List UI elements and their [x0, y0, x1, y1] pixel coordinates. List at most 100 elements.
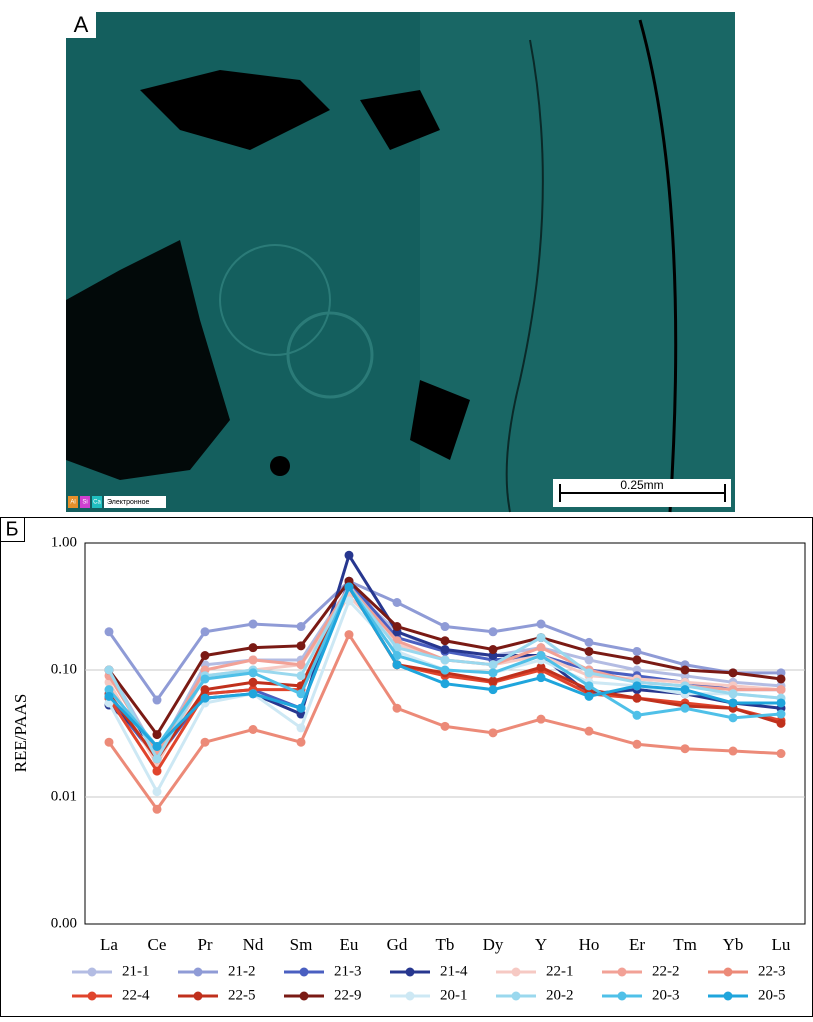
data-point — [489, 685, 498, 694]
element-legend: Ca — [93, 500, 101, 506]
data-point — [153, 730, 162, 739]
data-point — [153, 696, 162, 705]
data-point — [537, 715, 546, 724]
legend-label: 22-9 — [334, 987, 362, 1003]
legend-label: 22-5 — [228, 987, 256, 1003]
data-point — [537, 673, 546, 682]
data-point — [393, 622, 402, 631]
legend-label: 20-1 — [440, 987, 468, 1003]
data-point — [633, 655, 642, 664]
data-point — [585, 692, 594, 701]
data-point — [393, 598, 402, 607]
data-point — [153, 742, 162, 751]
legend-marker — [406, 992, 415, 1001]
data-point — [153, 805, 162, 814]
element-legend: Электронное — [107, 499, 150, 506]
legend-label: 21-4 — [440, 963, 468, 979]
legend-marker — [618, 968, 627, 977]
data-point — [441, 679, 450, 688]
legend-marker — [300, 968, 309, 977]
data-point — [633, 694, 642, 703]
data-point — [729, 713, 738, 722]
data-point — [537, 620, 546, 629]
data-point — [441, 655, 450, 664]
data-point — [585, 655, 594, 664]
data-point — [297, 738, 306, 747]
y-axis-label: REE/PAAS — [11, 694, 30, 773]
data-point — [633, 711, 642, 720]
data-point — [729, 668, 738, 677]
x-tick-label: Sm — [290, 935, 313, 954]
data-point — [777, 710, 786, 719]
legend-marker — [194, 968, 203, 977]
y-tick-label: 1.00 — [51, 534, 77, 550]
data-point — [729, 698, 738, 707]
data-point — [249, 620, 258, 629]
data-point — [489, 645, 498, 654]
data-point — [201, 674, 210, 683]
panel-label: Б — [5, 518, 18, 540]
data-point — [681, 704, 690, 713]
data-point — [201, 738, 210, 747]
x-tick-label: Er — [629, 935, 645, 954]
data-point — [633, 740, 642, 749]
legend-label: 22-4 — [122, 987, 150, 1003]
data-point — [777, 674, 786, 683]
legend-marker — [194, 992, 203, 1001]
legend-label: 22-1 — [546, 963, 574, 979]
data-point — [537, 651, 546, 660]
data-point — [777, 749, 786, 758]
x-tick-label: Pr — [197, 935, 212, 954]
data-point — [249, 725, 258, 734]
legend-label: 21-1 — [122, 963, 150, 979]
legend-marker — [88, 968, 97, 977]
figure: А 0.25mm Al Si Ca Электронное Б REE/PAAS… — [0, 0, 813, 1017]
data-point — [297, 723, 306, 732]
data-point — [393, 660, 402, 669]
x-tick-label: Ce — [148, 935, 167, 954]
legend-label: 22-3 — [758, 963, 786, 979]
x-tick-label: Nd — [243, 935, 264, 954]
x-tick-label: Y — [535, 935, 547, 954]
data-point — [201, 685, 210, 694]
data-point — [441, 636, 450, 645]
legend-label: 20-5 — [758, 987, 786, 1003]
x-tick-label: La — [100, 935, 118, 954]
y-tick-label: 0.00 — [51, 915, 77, 931]
data-point — [345, 551, 354, 560]
data-point — [585, 681, 594, 690]
data-point — [297, 641, 306, 650]
data-point — [393, 704, 402, 713]
x-tick-label: Ho — [579, 935, 600, 954]
data-point — [105, 666, 114, 675]
data-point — [297, 671, 306, 680]
legend-marker — [512, 968, 521, 977]
data-point — [777, 685, 786, 694]
legend-marker — [618, 992, 627, 1001]
data-point — [201, 694, 210, 703]
data-point — [201, 651, 210, 660]
data-point — [105, 738, 114, 747]
x-tick-label: Tb — [436, 935, 455, 954]
x-tick-label: Dy — [483, 935, 504, 954]
data-point — [585, 727, 594, 736]
data-point — [345, 583, 354, 592]
plot-frame — [85, 543, 805, 924]
data-point — [681, 685, 690, 694]
data-point — [489, 668, 498, 677]
data-point — [105, 692, 114, 701]
data-point — [249, 689, 258, 698]
y-tick-label: 0.10 — [51, 661, 77, 677]
data-point — [489, 676, 498, 685]
x-tick-label: Lu — [772, 935, 791, 954]
data-point — [441, 722, 450, 731]
data-point — [441, 666, 450, 675]
legend-marker — [88, 992, 97, 1001]
data-point — [777, 719, 786, 728]
data-point — [681, 666, 690, 675]
data-point — [729, 747, 738, 756]
legend-marker — [724, 968, 733, 977]
data-point — [249, 668, 258, 677]
legend-marker — [406, 968, 415, 977]
x-tick-label: Tm — [673, 935, 697, 954]
